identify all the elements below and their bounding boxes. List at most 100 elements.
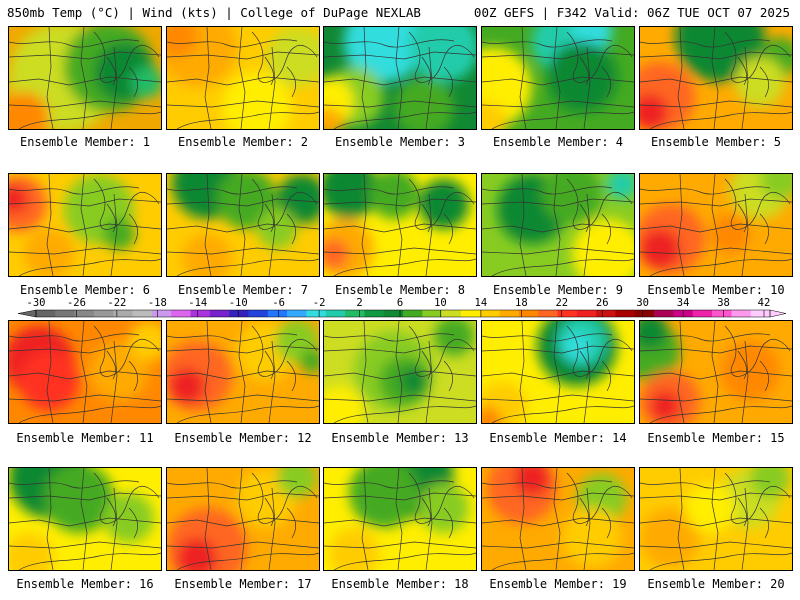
boundary-line <box>80 321 88 423</box>
boundary-line <box>737 56 747 86</box>
boundary-line <box>324 480 455 489</box>
boundary-line <box>46 27 54 129</box>
boundary-line <box>395 468 403 570</box>
boundary-line <box>9 100 161 108</box>
boundary-line <box>80 27 88 129</box>
colorbar-tick-label: -10 <box>229 297 248 309</box>
colorbar-swatch <box>557 310 578 317</box>
boundary-line <box>491 552 634 570</box>
boundary-line <box>324 541 476 549</box>
boundary-line <box>640 517 792 527</box>
boundary-line <box>640 223 792 233</box>
boundary-line <box>251 178 318 230</box>
ensemble-member-label: Ensemble Member: 4 <box>492 135 624 149</box>
boundary-line <box>18 258 161 276</box>
temperature-region <box>750 468 790 498</box>
boundary-line <box>106 203 116 233</box>
boundary-line <box>106 350 116 380</box>
temperature-region <box>300 349 319 373</box>
ensemble-member-map <box>323 26 477 130</box>
boundary-line <box>421 203 431 233</box>
boundary-line <box>176 552 319 570</box>
colorbar-tick-label: 10 <box>434 297 447 309</box>
boundary-line <box>204 321 212 423</box>
boundary-line <box>324 345 476 354</box>
boundary-line <box>286 66 296 98</box>
boundary-line <box>286 213 296 245</box>
boundary-line <box>18 552 161 570</box>
boundary-line <box>395 174 403 276</box>
ensemble-member-label: Ensemble Member: 15 <box>647 431 785 445</box>
boundary-line <box>167 370 319 380</box>
map-title: 850mb Temp (°C) | Wind (kts) | College o… <box>7 5 421 20</box>
ensemble-member-label: Ensemble Member: 13 <box>331 431 469 445</box>
boundary-line <box>519 27 527 129</box>
ensemble-member-label: Ensemble Member: 10 <box>647 283 785 297</box>
ensemble-member-map <box>481 320 635 424</box>
boundary-line <box>482 186 613 195</box>
colorbar-swatch <box>712 310 732 317</box>
colorbar-swatch <box>422 310 442 317</box>
boundary-line <box>482 517 634 527</box>
boundary-line <box>333 258 476 276</box>
boundary-line <box>601 507 611 539</box>
colorbar-swatch <box>654 310 674 317</box>
colorbar-tick-label: -14 <box>188 297 207 309</box>
boundary-line <box>711 468 719 570</box>
ensemble-member-label: Ensemble Member: 5 <box>650 135 782 149</box>
boundary-line <box>204 27 212 129</box>
colorbar-swatch <box>750 310 771 317</box>
temperature-region <box>650 391 680 421</box>
colorbar-swatch <box>229 310 249 317</box>
boundary-line <box>9 480 140 489</box>
boundary-line <box>9 370 161 380</box>
temperature-region <box>324 239 349 269</box>
boundary-line <box>324 39 455 48</box>
boundary-line <box>9 76 161 86</box>
boundary-line <box>759 360 769 392</box>
boundary-line <box>759 66 769 98</box>
boundary-line <box>324 333 455 342</box>
ensemble-member-map <box>481 26 635 130</box>
boundary-line <box>649 258 792 276</box>
ensemble-member-label: Ensemble Member: 8 <box>334 283 466 297</box>
boundary-line <box>167 39 298 48</box>
ensemble-member-label: Ensemble Member: 18 <box>331 577 469 591</box>
boundary-line <box>553 321 561 423</box>
colorbar-swatch <box>480 310 500 317</box>
temperature-region <box>563 332 591 360</box>
ensemble-member-map <box>639 26 793 130</box>
colorbar-tick-label: 30 <box>636 297 649 309</box>
boundary-line <box>759 507 769 539</box>
temperature-region <box>9 92 49 129</box>
temperature-region <box>409 27 476 82</box>
boundary-line <box>640 492 792 501</box>
ensemble-member-label: Ensemble Member: 3 <box>334 135 466 149</box>
colorbar-tick-label: -26 <box>67 297 86 309</box>
boundary-line <box>264 56 274 86</box>
ensemble-member-label: Ensemble Member: 14 <box>489 431 627 445</box>
temperature-region <box>277 468 317 498</box>
boundary-line <box>324 198 476 207</box>
boundary-line <box>333 552 476 570</box>
boundary-line <box>640 76 792 86</box>
boundary-line <box>324 492 476 501</box>
boundary-line <box>324 370 476 380</box>
temperature-region <box>324 107 344 129</box>
boundary-line <box>677 468 685 570</box>
colorbar-tick-label: 18 <box>515 297 528 309</box>
temperature-region <box>24 229 74 276</box>
boundary-line <box>167 76 319 86</box>
boundary-line <box>482 247 634 255</box>
ensemble-member-label: Ensemble Member: 20 <box>647 577 785 591</box>
colorbar-tick-label: 22 <box>555 297 568 309</box>
boundary-line <box>167 51 319 60</box>
temperature-region <box>257 209 297 249</box>
boundary-line <box>395 27 403 129</box>
ensemble-member-map <box>323 467 477 571</box>
boundary-line <box>324 223 476 233</box>
boundary-line <box>167 333 298 342</box>
boundary-line <box>176 258 319 276</box>
ensemble-member-label: Ensemble Member: 16 <box>16 577 154 591</box>
boundary-line <box>640 541 792 549</box>
